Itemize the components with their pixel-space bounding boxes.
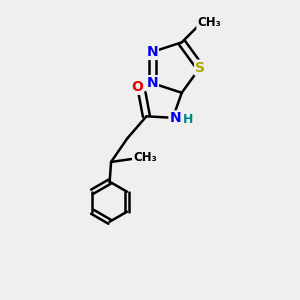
Text: CH₃: CH₃ [133,151,157,164]
Text: N: N [169,111,181,125]
Text: N: N [146,45,158,59]
Text: CH₃: CH₃ [197,16,221,29]
Text: H: H [183,113,194,126]
Text: O: O [131,80,142,94]
Text: S: S [195,61,205,75]
Text: N: N [146,76,158,90]
